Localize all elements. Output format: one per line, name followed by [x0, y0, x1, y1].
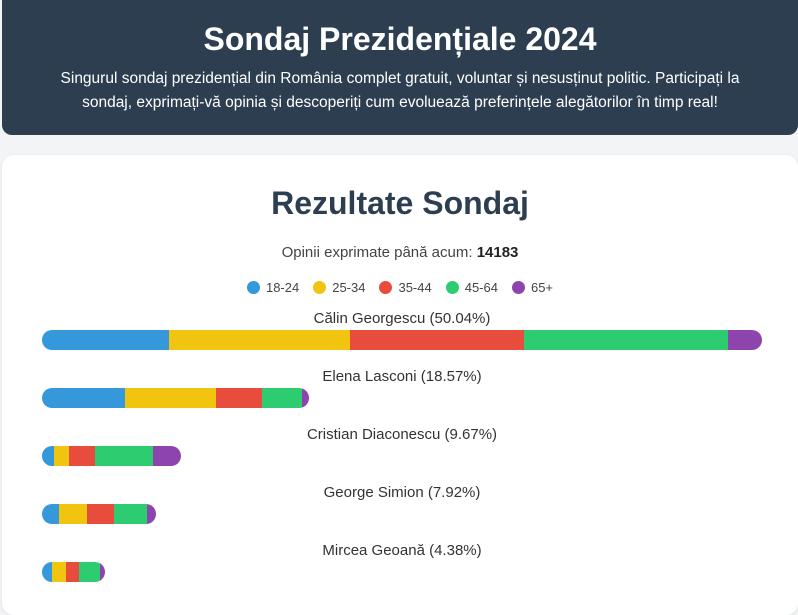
legend-swatch	[246, 281, 260, 294]
page-description: Singurul sondaj prezidențial din România…	[60, 70, 740, 111]
candidate-label: Mircea Geoană (4.38%)	[322, 542, 482, 559]
candidate-bar	[42, 388, 310, 408]
bar-segment-35-44	[86, 504, 114, 524]
results-card: Rezultate Sondaj Opinii exprimate până a…	[2, 155, 798, 615]
legend-label: 18-24	[265, 280, 300, 295]
legend-label: 65+	[530, 280, 554, 295]
bar-segment-18-24	[42, 388, 126, 408]
candidate-bar	[42, 446, 182, 466]
page-header: Sondaj Prezidențiale 2024 Singurul sonda…	[2, 0, 798, 135]
legend-item: 65+	[511, 280, 554, 295]
legend-swatch	[313, 281, 327, 294]
candidate-label: Elena Lasconi (18.57%)	[322, 368, 482, 385]
bar-segment-45-64	[95, 446, 153, 466]
bar-segment-25-34	[53, 446, 70, 466]
candidate-label: George Simion (7.92%)	[323, 484, 481, 501]
bar-segment-35-44	[216, 388, 263, 408]
candidate-label: Călin Georgescu (50.04%)	[313, 310, 491, 327]
legend-item: 35-44	[379, 280, 432, 295]
candidate-row: Mircea Geoană (4.38%)	[42, 540, 762, 598]
bar-segment-25-34	[59, 504, 87, 524]
candidate-bar	[42, 562, 105, 582]
bar-segment-35-44	[66, 562, 80, 582]
bar-segment-35-44	[69, 446, 96, 466]
candidate-row: Călin Georgescu (50.04%)	[42, 308, 762, 366]
bar-segment-25-34	[168, 330, 350, 350]
legend-label: 25-34	[332, 280, 366, 295]
bar-segment-45-64	[113, 504, 147, 524]
bar-segment-18-24	[42, 562, 53, 582]
bar-segment-18-24	[42, 330, 169, 350]
bar-segment-65+	[152, 446, 182, 466]
candidate-bar	[42, 330, 762, 350]
total-opinions: Opinii exprimate până acum: 14183	[2, 244, 798, 261]
total-value: 14183	[476, 244, 519, 261]
bar-segment-45-64	[262, 388, 303, 408]
candidate-label: Cristian Diaconescu (9.67%)	[306, 426, 498, 443]
bar-segment-65+	[99, 562, 105, 582]
bar-segment-18-24	[42, 446, 54, 466]
bar-segment-25-34	[52, 562, 67, 582]
bar-segment-25-34	[125, 388, 217, 408]
legend-item: 18-24	[246, 280, 300, 295]
results-chart: Călin Georgescu (50.04%) Elena Lasconi (1…	[42, 308, 762, 598]
legend-label: 45-64	[464, 280, 498, 295]
bar-segment-18-24	[42, 504, 60, 524]
bar-segment-65+	[728, 330, 762, 350]
bar-segment-65+	[302, 388, 310, 408]
legend-swatch	[511, 281, 525, 294]
chart-legend: 18-24 25-34 35-44 45-64 65+	[2, 280, 798, 295]
bar-segment-65+	[147, 504, 156, 524]
candidate-row: Cristian Diaconescu (9.67%)	[42, 424, 762, 482]
bar-segment-45-64	[79, 562, 100, 582]
candidate-bar	[42, 504, 156, 524]
legend-item: 45-64	[445, 280, 498, 295]
candidate-row: Elena Lasconi (18.57%)	[42, 366, 762, 424]
page-title: Sondaj Prezidențiale 2024	[203, 21, 597, 57]
bar-segment-35-44	[349, 330, 524, 350]
legend-swatch	[445, 281, 459, 294]
legend-item: 25-34	[313, 280, 365, 295]
legend-label: 35-44	[398, 280, 432, 295]
results-title: Rezultate Sondaj	[271, 185, 529, 221]
total-label: Opinii exprimate până acum:	[281, 244, 473, 261]
legend-swatch	[379, 281, 393, 294]
candidate-row: George Simion (7.92%)	[42, 482, 762, 540]
bar-segment-45-64	[523, 330, 729, 350]
